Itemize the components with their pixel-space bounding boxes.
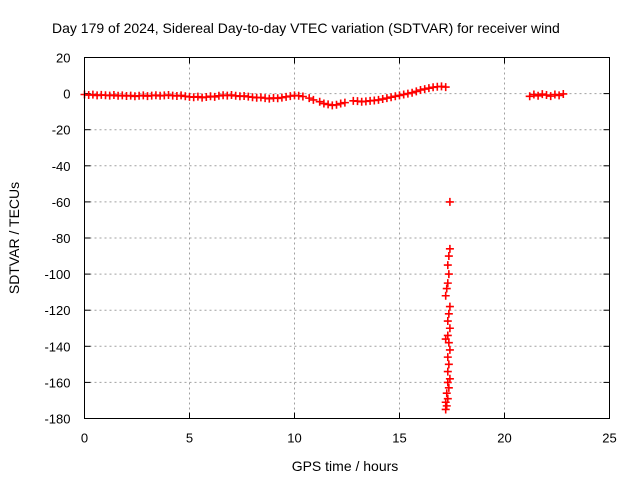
data-point xyxy=(391,92,400,101)
data-point xyxy=(559,89,568,98)
data-point xyxy=(550,90,559,99)
plot-frame xyxy=(84,57,610,419)
data-point xyxy=(441,291,450,300)
data-point xyxy=(444,270,453,279)
data-point xyxy=(538,90,547,99)
y-axis-label: SDTVAR / TECUs xyxy=(6,182,22,294)
data-point xyxy=(445,324,454,333)
y-tick-label: 0 xyxy=(63,87,70,102)
y-tick-label: -120 xyxy=(44,303,70,318)
data-point xyxy=(378,95,387,104)
data-point xyxy=(319,99,328,108)
data-point xyxy=(210,92,219,101)
data-point xyxy=(525,92,534,101)
data-point xyxy=(424,84,433,93)
data-point xyxy=(399,90,408,99)
data-point xyxy=(442,284,451,293)
data-point xyxy=(534,91,543,100)
data-point xyxy=(443,378,452,387)
y-tick-label: -160 xyxy=(44,375,70,390)
data-point xyxy=(324,100,333,109)
data-point xyxy=(555,91,564,100)
data-point xyxy=(546,92,555,101)
data-point xyxy=(441,398,450,407)
data-point xyxy=(441,83,450,92)
y-tick-label: -20 xyxy=(52,123,71,138)
data-point xyxy=(445,197,454,206)
data-series xyxy=(80,82,568,414)
data-point xyxy=(441,405,450,414)
data-point xyxy=(177,91,186,100)
data-point xyxy=(403,89,412,98)
data-point xyxy=(193,92,202,101)
data-point xyxy=(443,279,452,288)
data-point xyxy=(332,100,341,109)
x-tick-label: 15 xyxy=(392,431,406,446)
data-point xyxy=(374,95,383,104)
data-point xyxy=(382,94,391,103)
y-tick-label: -40 xyxy=(52,159,71,174)
x-tick-label: 25 xyxy=(602,431,616,446)
y-tick-label: -180 xyxy=(44,412,70,427)
y-tick-label: -80 xyxy=(52,231,71,246)
y-tick-label: -100 xyxy=(44,267,70,282)
x-tick-label: 20 xyxy=(497,431,511,446)
data-point xyxy=(442,401,451,410)
data-point xyxy=(340,98,349,107)
data-point xyxy=(305,94,314,103)
x-tick-label: 5 xyxy=(186,431,193,446)
data-point xyxy=(444,252,453,261)
x-tick-label: 10 xyxy=(287,431,301,446)
data-point xyxy=(336,99,345,108)
data-point xyxy=(445,244,454,253)
axis-ticks: 0 5 10 15 20 25 20 0 -20 -40 -60 -80 -100 -120 -140 -16… xyxy=(44,51,616,446)
grid xyxy=(84,57,610,419)
data-point xyxy=(442,389,451,398)
data-point xyxy=(443,353,452,362)
y-tick-label: -60 xyxy=(52,195,71,210)
y-tick-label: -140 xyxy=(44,339,70,354)
data-point xyxy=(387,93,396,102)
data-point xyxy=(420,85,429,94)
x-axis-label: GPS time / hours xyxy=(292,458,399,474)
data-point xyxy=(444,383,453,392)
data-point xyxy=(529,90,538,99)
data-point xyxy=(309,95,318,104)
data-point xyxy=(444,360,453,369)
y-tick-label: 20 xyxy=(56,51,70,66)
data-point xyxy=(416,85,425,94)
data-point xyxy=(315,97,324,106)
data-point xyxy=(443,317,452,326)
x-tick-label: 0 xyxy=(81,431,88,446)
data-point xyxy=(412,87,421,96)
data-point xyxy=(542,91,551,100)
data-point xyxy=(298,92,307,101)
data-point xyxy=(445,345,454,354)
data-point xyxy=(443,367,452,376)
data-point xyxy=(408,88,417,97)
data-point xyxy=(445,302,454,311)
data-point xyxy=(444,309,453,318)
chart-title: Day 179 of 2024, Sidereal Day-to-day VTE… xyxy=(52,20,560,36)
data-point xyxy=(395,91,404,100)
data-point xyxy=(444,338,453,347)
data-point xyxy=(443,261,452,270)
